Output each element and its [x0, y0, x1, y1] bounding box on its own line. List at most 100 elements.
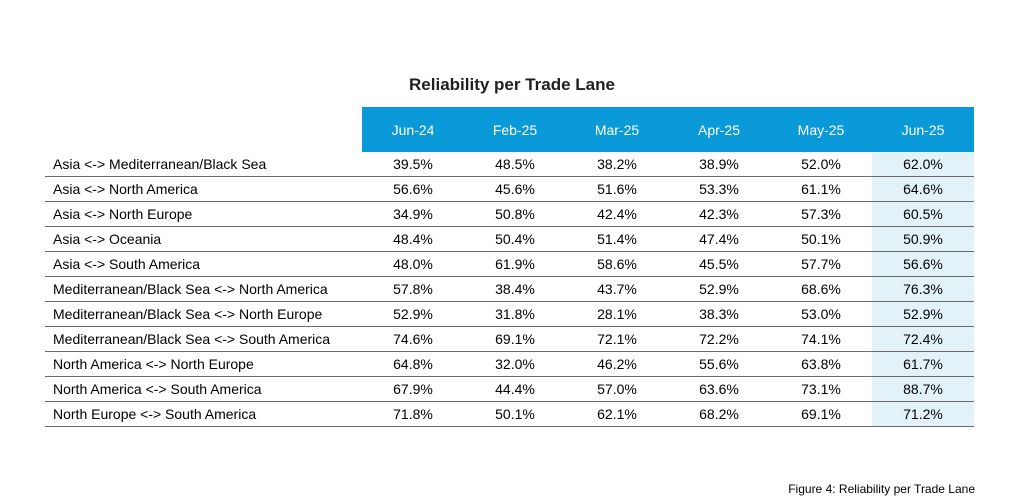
reliability-value-cell: 61.1%	[770, 176, 872, 202]
table-row: Asia <-> North America 56.6% 45.6% 51.6% 53.…	[45, 176, 974, 202]
reliability-value-cell: 60.5%	[872, 201, 974, 227]
reliability-value-cell: 56.6%	[872, 251, 974, 277]
reliability-value-cell: 47.4%	[668, 226, 770, 252]
reliability-value-cell: 38.9%	[668, 152, 770, 177]
trade-lane-label: Asia <-> Oceania	[45, 226, 362, 252]
table-row: Mediterranean/Black Sea <-> South Americ…	[45, 326, 974, 352]
column-header: Mar-25	[566, 107, 668, 152]
reliability-value-cell: 73.1%	[770, 376, 872, 402]
reliability-value-cell: 61.9%	[464, 251, 566, 277]
figure-caption: Figure 4: Reliability per Trade Lane	[788, 482, 975, 496]
reliability-value-cell: 53.0%	[770, 301, 872, 327]
reliability-value-cell: 48.5%	[464, 152, 566, 177]
reliability-value-cell: 50.9%	[872, 226, 974, 252]
trade-lane-label: North Europe <-> South America	[45, 401, 362, 427]
reliability-value-cell: 68.6%	[770, 276, 872, 302]
header-corner	[45, 107, 362, 152]
reliability-value-cell: 52.9%	[668, 276, 770, 302]
reliability-value-cell: 38.2%	[566, 152, 668, 177]
reliability-value-cell: 51.6%	[566, 176, 668, 202]
table-row: Mediterranean/Black Sea <-> North Americ…	[45, 276, 974, 302]
column-header: May-25	[770, 107, 872, 152]
trade-lane-label: Asia <-> Mediterranean/Black Sea	[45, 152, 362, 177]
reliability-value-cell: 88.7%	[872, 376, 974, 402]
reliability-value-cell: 69.1%	[464, 326, 566, 352]
reliability-value-cell: 72.4%	[872, 326, 974, 352]
reliability-value-cell: 72.1%	[566, 326, 668, 352]
reliability-value-cell: 57.3%	[770, 201, 872, 227]
reliability-value-cell: 63.8%	[770, 351, 872, 377]
reliability-value-cell: 50.4%	[464, 226, 566, 252]
reliability-value-cell: 58.6%	[566, 251, 668, 277]
reliability-value-cell: 45.5%	[668, 251, 770, 277]
reliability-value-cell: 50.8%	[464, 201, 566, 227]
column-header: Jun-25	[872, 107, 974, 152]
trade-lane-label: North America <-> South America	[45, 376, 362, 402]
reliability-value-cell: 55.6%	[668, 351, 770, 377]
reliability-value-cell: 46.2%	[566, 351, 668, 377]
reliability-value-cell: 28.1%	[566, 301, 668, 327]
reliability-value-cell: 48.0%	[362, 251, 464, 277]
reliability-value-cell: 44.4%	[464, 376, 566, 402]
reliability-value-cell: 74.6%	[362, 326, 464, 352]
reliability-value-cell: 32.0%	[464, 351, 566, 377]
table-row: North America <-> South America 67.9% 44.4…	[45, 376, 974, 402]
reliability-value-cell: 34.9%	[362, 201, 464, 227]
trade-lane-label: Asia <-> North Europe	[45, 201, 362, 227]
reliability-value-cell: 72.2%	[668, 326, 770, 352]
reliability-value-cell: 67.9%	[362, 376, 464, 402]
reliability-value-cell: 61.7%	[872, 351, 974, 377]
reliability-value-cell: 52.0%	[770, 152, 872, 177]
header-row: Jun-24 Feb-25 Mar-25 Apr-25 May-25 Jun-2…	[45, 107, 974, 152]
trade-lane-label: Mediterranean/Black Sea <-> South Americ…	[45, 326, 362, 352]
reliability-value-cell: 62.1%	[566, 401, 668, 427]
reliability-value-cell: 74.1%	[770, 326, 872, 352]
trade-lane-label: North America <-> North Europe	[45, 351, 362, 377]
reliability-value-cell: 76.3%	[872, 276, 974, 302]
reliability-value-cell: 50.1%	[464, 401, 566, 427]
trade-lane-label: Asia <-> South America	[45, 251, 362, 277]
chart-title: Reliability per Trade Lane	[409, 75, 615, 94]
reliability-value-cell: 42.4%	[566, 201, 668, 227]
reliability-value-cell: 50.1%	[770, 226, 872, 252]
reliability-value-cell: 57.8%	[362, 276, 464, 302]
trade-lane-label: Mediterranean/Black Sea <-> North Americ…	[45, 276, 362, 302]
reliability-value-cell: 42.3%	[668, 201, 770, 227]
reliability-table: Jun-24 Feb-25 Mar-25 Apr-25 May-25 Jun-2…	[45, 107, 974, 427]
table-body: Asia <-> Mediterranean/Black Sea 39.5% 48.…	[45, 152, 974, 427]
table-row: Mediterranean/Black Sea <-> North Europe…	[45, 301, 974, 327]
reliability-value-cell: 38.3%	[668, 301, 770, 327]
table-row: North Europe <-> South America 71.8% 50.1%…	[45, 401, 974, 427]
reliability-value-cell: 39.5%	[362, 152, 464, 177]
reliability-value-cell: 57.7%	[770, 251, 872, 277]
table-row: North America <-> North Europe 64.8% 32.0%…	[45, 351, 974, 377]
reliability-value-cell: 62.0%	[872, 152, 974, 177]
reliability-value-cell: 71.2%	[872, 401, 974, 427]
table-row: Asia <-> South America 48.0% 61.9% 58.6% 45.…	[45, 251, 974, 277]
reliability-value-cell: 57.0%	[566, 376, 668, 402]
reliability-value-cell: 64.6%	[872, 176, 974, 202]
reliability-value-cell: 38.4%	[464, 276, 566, 302]
table-row: Asia <-> Oceania 48.4% 50.4% 51.4% 47.4% 50.1…	[45, 226, 974, 252]
reliability-value-cell: 68.2%	[668, 401, 770, 427]
column-header: Feb-25	[464, 107, 566, 152]
trade-lane-label: Asia <-> North America	[45, 176, 362, 202]
trade-lane-label: Mediterranean/Black Sea <-> North Europe	[45, 301, 362, 327]
column-header: Apr-25	[668, 107, 770, 152]
reliability-value-cell: 63.6%	[668, 376, 770, 402]
reliability-value-cell: 64.8%	[362, 351, 464, 377]
reliability-value-cell: 71.8%	[362, 401, 464, 427]
reliability-value-cell: 52.9%	[362, 301, 464, 327]
table-row: Asia <-> North Europe 34.9% 50.8% 42.4% 42.3…	[45, 201, 974, 227]
reliability-value-cell: 52.9%	[872, 301, 974, 327]
reliability-value-cell: 31.8%	[464, 301, 566, 327]
reliability-value-cell: 56.6%	[362, 176, 464, 202]
reliability-value-cell: 53.3%	[668, 176, 770, 202]
reliability-value-cell: 69.1%	[770, 401, 872, 427]
table-row: Asia <-> Mediterranean/Black Sea 39.5% 48.…	[45, 152, 974, 177]
column-header: Jun-24	[362, 107, 464, 152]
reliability-value-cell: 45.6%	[464, 176, 566, 202]
reliability-value-cell: 48.4%	[362, 226, 464, 252]
reliability-value-cell: 43.7%	[566, 276, 668, 302]
reliability-value-cell: 51.4%	[566, 226, 668, 252]
